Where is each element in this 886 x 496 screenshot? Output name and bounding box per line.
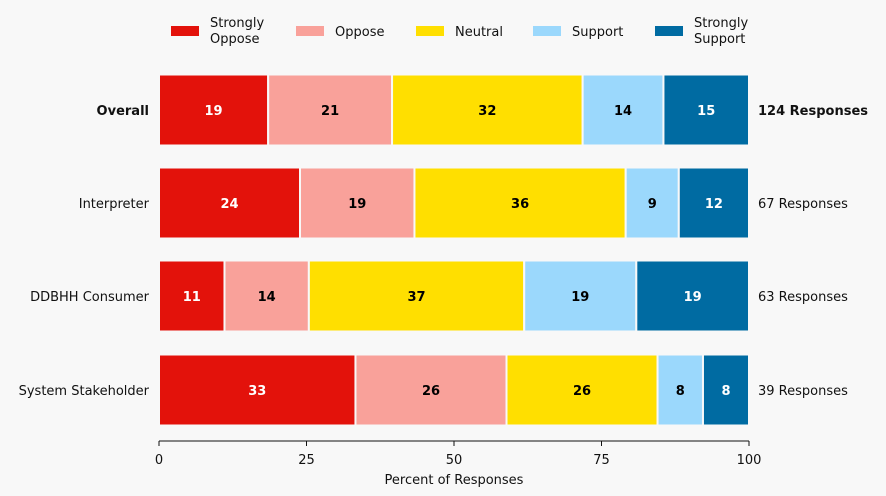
category-label: Interpreter: [79, 197, 150, 212]
bar-segment: [307, 259, 526, 333]
legend-swatch: [655, 26, 683, 36]
legend-item-neutral: Neutral: [416, 25, 503, 40]
bar-segment: [158, 73, 270, 147]
bar-segment: [505, 353, 659, 427]
data-label: 36: [511, 197, 529, 212]
data-label: 12: [705, 197, 723, 212]
legend-swatch: [171, 26, 199, 36]
category-label: System Stakeholder: [19, 384, 150, 399]
x-tick-label: 50: [446, 453, 463, 468]
x-tick-label: 25: [298, 453, 315, 468]
x-axis: 0 25 50 75 100: [155, 440, 762, 468]
data-label: 37: [407, 290, 425, 305]
legend-item-oppose: Oppose: [296, 25, 384, 40]
bar-row: DDBHH Consumer 11 14 37 19 19 63 Responses: [30, 259, 848, 333]
data-label: 26: [573, 384, 591, 399]
data-label: 19: [205, 104, 223, 119]
legend-item-strongly_support: Strongly Support: [655, 16, 748, 47]
legend-label: Oppose: [335, 25, 384, 40]
bar-segment: [662, 73, 751, 147]
bar-segment: [354, 353, 508, 427]
category-label: DDBHH Consumer: [30, 290, 150, 305]
legend-swatch: [416, 26, 444, 36]
bar-row: Overall 19 21 32 14 15 124 Responses: [97, 73, 868, 147]
data-label: 14: [258, 290, 276, 305]
bar-segment: [299, 166, 416, 240]
data-label: 24: [220, 197, 238, 212]
bar-segment: [391, 73, 584, 147]
response-count: 39 Responses: [758, 384, 848, 399]
category-label: Overall: [97, 104, 149, 119]
bar-segment: [523, 259, 638, 333]
response-count: 124 Responses: [758, 104, 868, 119]
x-tick-label: 75: [593, 453, 610, 468]
data-label: 14: [614, 104, 632, 119]
bar-segment: [624, 166, 680, 240]
legend: Strongly Oppose Oppose Neutral Support Strong…: [171, 16, 748, 47]
legend-item-strongly_oppose: Strongly Oppose: [171, 16, 264, 47]
data-label: 8: [676, 384, 685, 399]
legend-label: Neutral: [455, 25, 503, 40]
data-label: 15: [697, 104, 715, 119]
bar-row: Interpreter 24 19 36 9 12 67 Responses: [79, 166, 848, 240]
data-label: 8: [721, 384, 730, 399]
data-label: 32: [478, 104, 496, 119]
bar-segment: [656, 353, 704, 427]
data-label: 19: [571, 290, 589, 305]
response-count: 67 Responses: [758, 197, 848, 212]
plot-area: Overall 19 21 32 14 15 124 Responses Interprete…: [19, 73, 868, 427]
data-label: 11: [183, 290, 201, 305]
legend-item-support: Support: [533, 25, 623, 40]
legend-swatch: [296, 26, 324, 36]
bar-segment: [677, 166, 750, 240]
legend-swatch: [533, 26, 561, 36]
data-label: 21: [321, 104, 339, 119]
legend-label: Strongly Support: [694, 16, 748, 47]
data-label: 9: [648, 197, 657, 212]
bar-segment: [267, 73, 394, 147]
bar-segment: [223, 259, 310, 333]
bar-segment: [413, 166, 627, 240]
data-label: 19: [348, 197, 366, 212]
bar-segment: [158, 166, 302, 240]
data-label: 26: [422, 384, 440, 399]
bar-segment: [158, 353, 357, 427]
bar-row: System Stakeholder 33 26 26 8 8 39 Responses: [19, 353, 848, 427]
data-label: 19: [684, 290, 702, 305]
x-tick-label: 0: [155, 453, 163, 468]
legend-label: Support: [572, 25, 623, 40]
bar-segment: [635, 259, 750, 333]
x-tick-label: 100: [737, 453, 762, 468]
bar-segment: [701, 353, 750, 427]
x-axis-title: Percent of Responses: [385, 473, 524, 488]
response-count: 63 Responses: [758, 290, 848, 305]
legend-label: Strongly Oppose: [210, 16, 264, 47]
data-label: 33: [248, 384, 266, 399]
